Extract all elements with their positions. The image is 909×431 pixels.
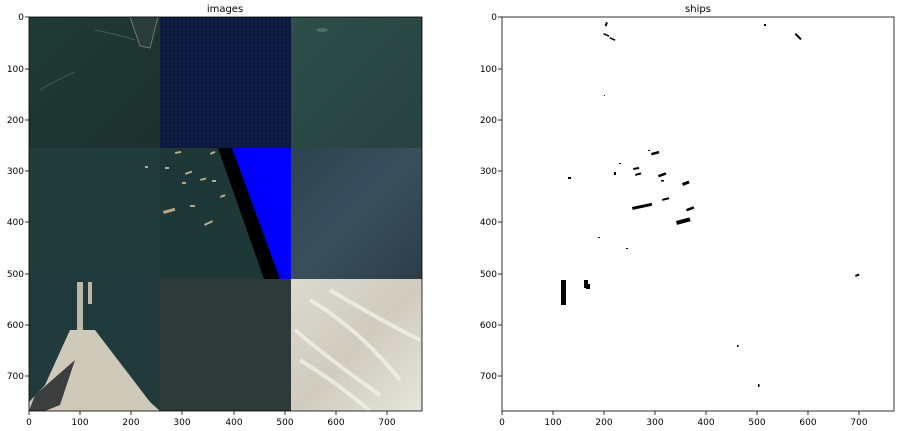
y-tick: 100 <box>7 65 24 75</box>
black-edge <box>218 148 280 279</box>
x-tick: 0 <box>26 418 32 428</box>
jetty <box>77 282 83 330</box>
tile-1-0 <box>29 148 160 279</box>
tile-0-2 <box>291 17 422 148</box>
x-tick: 0 <box>499 418 505 428</box>
x-tick: 500 <box>748 418 765 428</box>
x-tick: 200 <box>122 418 139 428</box>
y-tick: 500 <box>7 270 24 280</box>
images-y-ticks: 0 100 200 300 400 500 600 700 <box>7 13 24 382</box>
x-tick: 500 <box>276 418 293 428</box>
images-title: images <box>207 4 243 15</box>
y-tick: 600 <box>7 321 24 331</box>
y-tick: 100 <box>480 65 497 75</box>
x-tick: 200 <box>595 418 612 428</box>
ships-title: ships <box>685 4 711 15</box>
foam-streaks <box>293 288 421 413</box>
ships-x-ticks: 0 100 200 300 400 500 600 700 <box>499 418 868 428</box>
images-panel: images <box>7 4 423 428</box>
blue-wedge <box>232 148 291 279</box>
ship-mask-blobs <box>561 22 860 387</box>
y-tick: 0 <box>491 13 497 23</box>
ships-y-ticks: 0 100 200 300 400 500 600 700 <box>480 13 497 382</box>
small-boats <box>145 150 226 226</box>
ships-panel: ships <box>480 4 895 428</box>
y-tick: 700 <box>480 372 497 382</box>
x-tick: 600 <box>327 418 344 428</box>
tile-2-1 <box>160 279 291 411</box>
y-tick: 200 <box>480 116 497 126</box>
boat-wake <box>316 28 328 32</box>
x-tick: 100 <box>544 418 561 428</box>
ships-tick-marks <box>498 16 860 415</box>
y-tick: 600 <box>480 321 497 331</box>
image-grid <box>29 16 422 413</box>
breakwater-shadow <box>29 360 75 411</box>
images-tick-marks <box>25 16 388 415</box>
tile-0-1 <box>160 17 291 148</box>
y-tick: 300 <box>7 167 24 177</box>
x-tick: 400 <box>697 418 714 428</box>
x-tick: 300 <box>646 418 663 428</box>
y-tick: 700 <box>7 372 24 382</box>
x-tick: 400 <box>225 418 242 428</box>
jetty-2 <box>88 282 92 304</box>
x-tick: 300 <box>173 418 190 428</box>
ships-axes-frame <box>501 16 895 412</box>
y-tick: 0 <box>18 13 24 23</box>
x-tick: 700 <box>850 418 867 428</box>
images-axes-frame <box>28 16 423 412</box>
x-tick: 600 <box>799 418 816 428</box>
x-tick: 700 <box>378 418 395 428</box>
shoreline-trace <box>39 29 136 91</box>
tile-1-2 <box>291 148 422 279</box>
images-x-ticks: 0 100 200 300 400 500 600 700 <box>26 418 396 428</box>
y-tick: 500 <box>480 270 497 280</box>
y-tick: 200 <box>7 116 24 126</box>
y-tick: 300 <box>480 167 497 177</box>
y-tick: 400 <box>480 218 497 228</box>
y-tick: 400 <box>7 218 24 228</box>
x-tick: 100 <box>71 418 88 428</box>
